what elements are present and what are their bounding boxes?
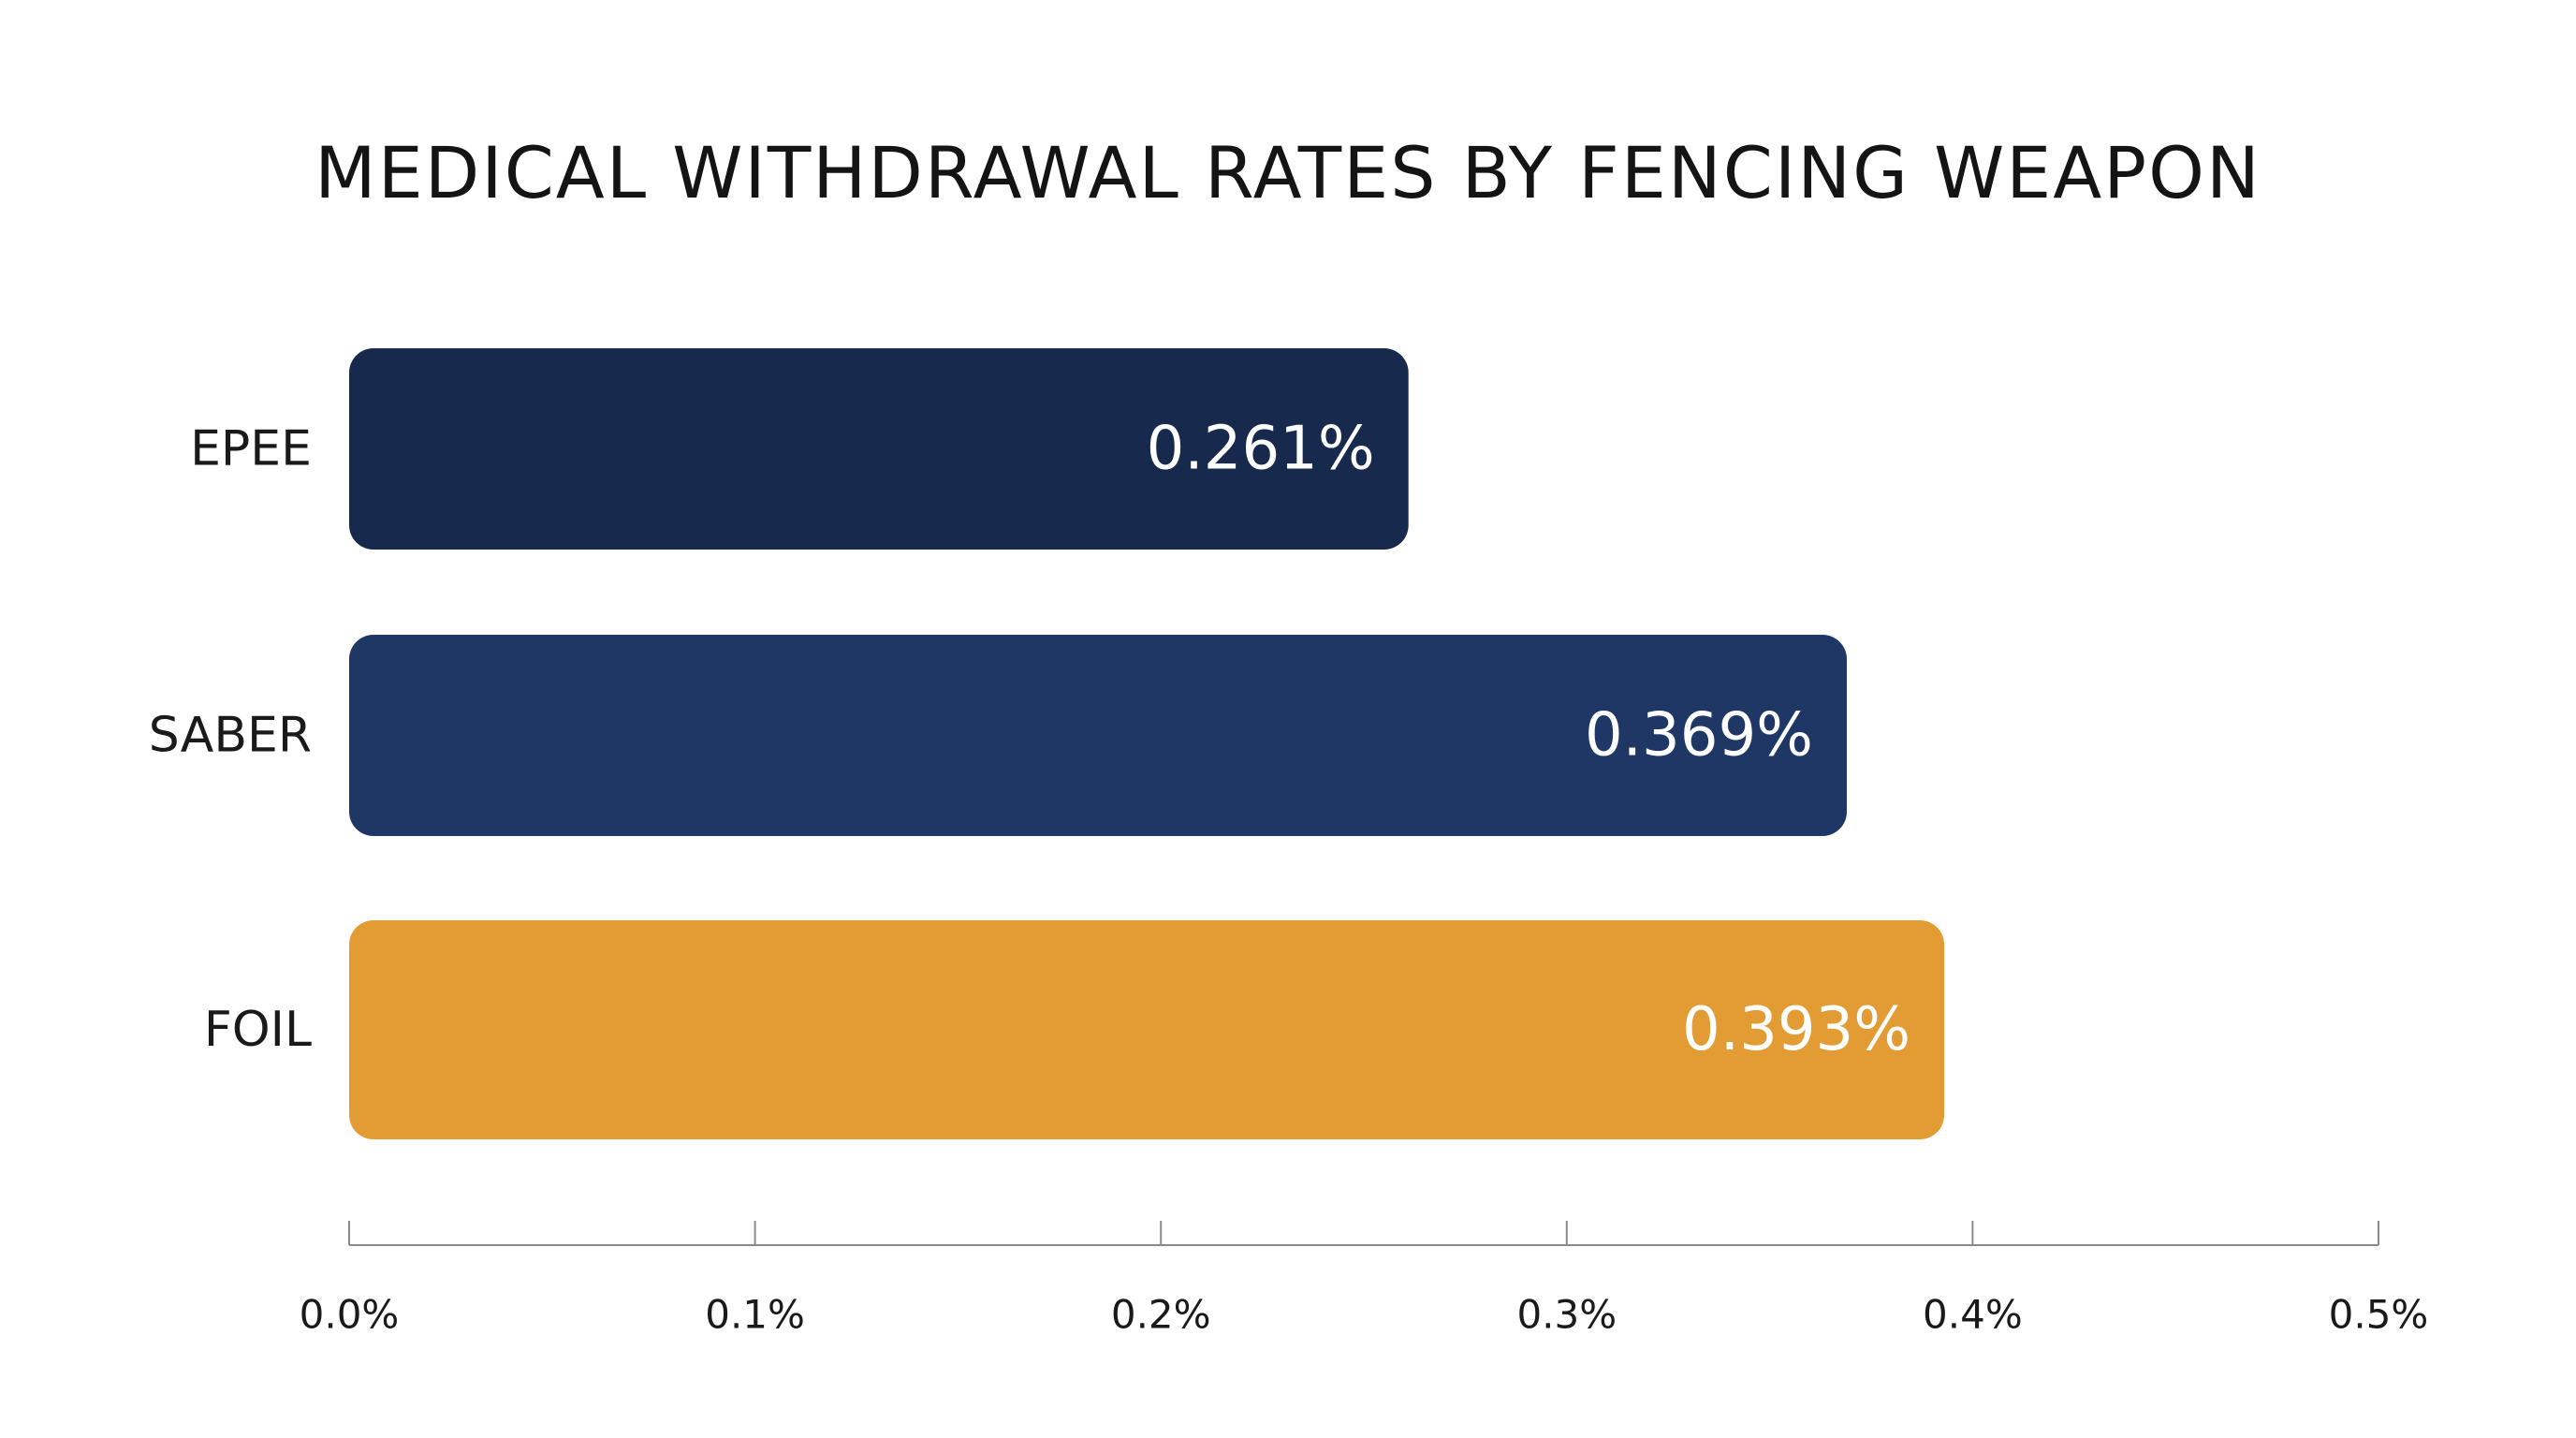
value-label-foil: 0.393% (1682, 995, 1910, 1064)
x-tick-label: 0.0% (300, 1292, 400, 1338)
category-label-epee: EPEE (190, 421, 312, 477)
value-label-saber: 0.369% (1585, 701, 1813, 770)
bars-layer: EPEE 0.261% SABER 0.369% FOIL 0.393% (149, 348, 1945, 1139)
x-tick-label: 0.4% (1923, 1292, 2023, 1338)
category-label-saber: SABER (149, 708, 312, 764)
bar-saber (349, 635, 1847, 836)
bar-foil (349, 920, 1945, 1139)
x-tick-label: 0.2% (1111, 1292, 1211, 1338)
x-axis: 0.0% 0.1% 0.2% 0.3% 0.4% 0.5% (300, 1221, 2429, 1338)
bar-epee (349, 348, 1409, 550)
x-tick-label: 0.1% (705, 1292, 805, 1338)
chart-title: MEDICAL WITHDRAWAL RATES BY FENCING WEAP… (315, 131, 2261, 214)
x-tick-label: 0.5% (2329, 1292, 2429, 1338)
x-tick-label: 0.3% (1516, 1292, 1617, 1338)
category-label-foil: FOIL (204, 1002, 312, 1058)
value-label-epee: 0.261% (1147, 415, 1375, 484)
